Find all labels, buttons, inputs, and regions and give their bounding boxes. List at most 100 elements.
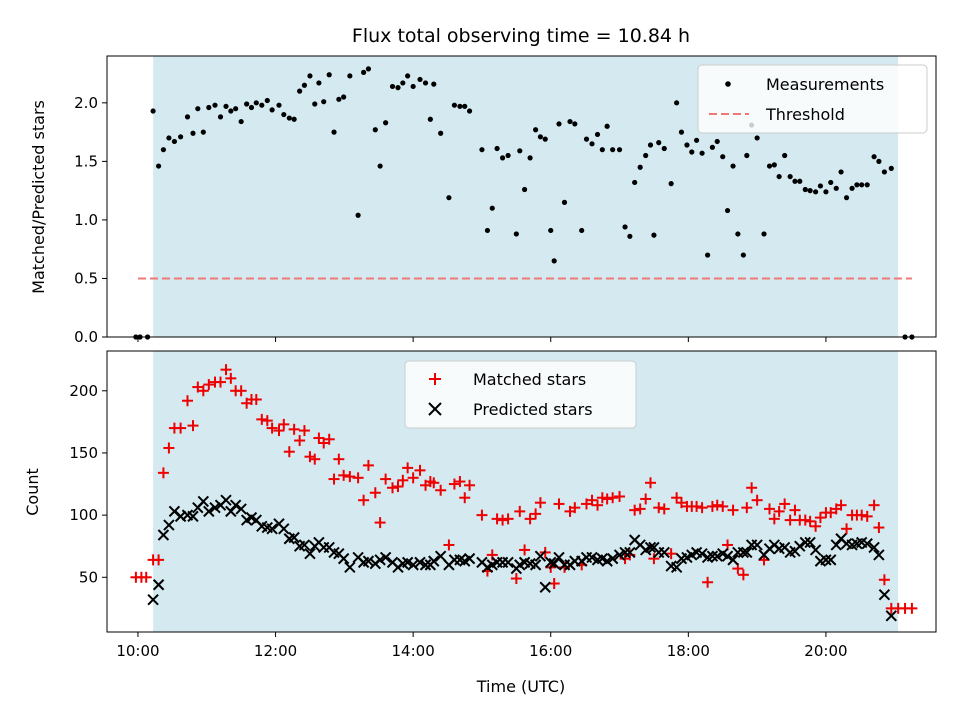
matched-star-marker [203, 379, 215, 391]
predicted-star-marker [197, 495, 210, 508]
predicted-star-marker [187, 510, 199, 523]
matched-star-marker [814, 512, 826, 524]
measurement-point [817, 183, 824, 189]
matched-star-marker [751, 494, 763, 506]
measurement-point [341, 94, 347, 100]
matched-star-marker [773, 505, 785, 517]
legend-measurements-marker [725, 81, 731, 87]
measurement-point [594, 131, 601, 138]
matched-star-marker [789, 504, 801, 516]
measurement-point [849, 185, 855, 191]
matched-star-marker [746, 482, 758, 494]
measurement-point [533, 127, 539, 133]
matched-star-marker [369, 487, 381, 499]
measurement-point [797, 178, 803, 184]
measurement-point [212, 102, 218, 108]
x-tick-label: 20:00 [804, 642, 847, 660]
matched-star-marker [328, 473, 340, 485]
matched-star-marker [702, 576, 714, 588]
measurement-point [833, 185, 839, 191]
measurement-point [843, 195, 850, 201]
measurement-point [286, 115, 292, 121]
predicted-star-marker [539, 581, 551, 593]
measurement-point [537, 134, 544, 140]
measurement-point [643, 152, 649, 159]
matched-star-marker [592, 499, 604, 511]
measurement-point [556, 121, 562, 127]
measurement-point [888, 165, 894, 171]
top-legend: Measurements Threshold [697, 64, 928, 134]
legend-matched-marker [429, 373, 441, 385]
matched-star-marker [220, 364, 232, 376]
matched-star-marker [157, 467, 169, 479]
matched-star-marker [187, 420, 199, 432]
measurement-point [651, 232, 657, 238]
matched-star-marker [868, 499, 880, 511]
bottom-legend-box [404, 360, 637, 429]
matched-star-marker [235, 385, 247, 397]
measurement-point [632, 179, 638, 186]
predicted-star-marker [203, 505, 215, 518]
measurement-point [331, 129, 337, 135]
matched-star-marker [298, 425, 310, 437]
matched-star-marker [553, 498, 565, 510]
measurement-point [572, 121, 578, 127]
measurement-point [674, 100, 680, 106]
legend-measurements-label: Measurements [766, 75, 884, 94]
measurement-point [802, 186, 808, 193]
matched-star-marker [727, 504, 739, 516]
measurement-point [466, 108, 473, 114]
matched-star-marker [737, 569, 749, 581]
predicted-star-marker [362, 555, 375, 567]
measurement-point [377, 163, 383, 169]
predicted-star-marker [644, 541, 657, 554]
matched-star-marker [407, 472, 419, 484]
predicted-star-marker [799, 536, 811, 549]
predicted-star-marker [298, 539, 311, 551]
predicted-star-marker [706, 550, 719, 562]
measurement-point [792, 178, 798, 184]
matched-star-marker [717, 500, 729, 512]
predicted-star-marker [878, 588, 891, 601]
matched-star-marker [629, 504, 641, 516]
measurement-point [291, 116, 297, 122]
matched-star-marker [333, 453, 345, 465]
matched-star-marker [402, 462, 414, 474]
matched-star-marker [856, 509, 868, 521]
matched-star-marker [362, 459, 374, 471]
matched-star-marker [614, 490, 626, 502]
predicted-star-marker [553, 551, 565, 564]
predicted-star-marker [794, 540, 806, 552]
matched-star-marker [338, 469, 350, 481]
measurement-point [238, 118, 244, 125]
measurement-point [854, 182, 860, 188]
matched-star-marker [648, 553, 660, 565]
matched-star-marker [163, 442, 175, 454]
measurement-point [400, 80, 406, 86]
matched-star-marker [878, 574, 890, 586]
top-y-axis: 0.0 0.5 1.0 1.5 2.0 [74, 94, 107, 346]
measurement-point [484, 227, 491, 234]
matched-star-marker [706, 500, 718, 512]
matched-star-marker [653, 502, 665, 514]
predicted-star-marker [809, 544, 822, 556]
matched-star-marker [283, 446, 295, 458]
matched-star-marker [675, 497, 687, 509]
measurement-point [551, 258, 557, 264]
measurement-point [372, 127, 378, 133]
matched-star-marker [387, 482, 399, 494]
matched-star-marker [502, 513, 514, 525]
measurement-point [517, 148, 523, 154]
predicted-star-marker [220, 494, 232, 506]
measurement-point [307, 73, 313, 79]
x-tick-label: 10:00 [116, 642, 159, 660]
matched-star-marker [601, 493, 613, 505]
measurement-point [542, 136, 548, 142]
measurement-point [876, 158, 882, 164]
measurement-point [616, 147, 623, 153]
measurement-point [233, 106, 239, 112]
bottom-x-axis: 10:00 12:00 14:00 16:00 18:00 20:00 [116, 632, 848, 660]
matched-star-marker [225, 372, 237, 384]
measurement-point [155, 163, 162, 169]
